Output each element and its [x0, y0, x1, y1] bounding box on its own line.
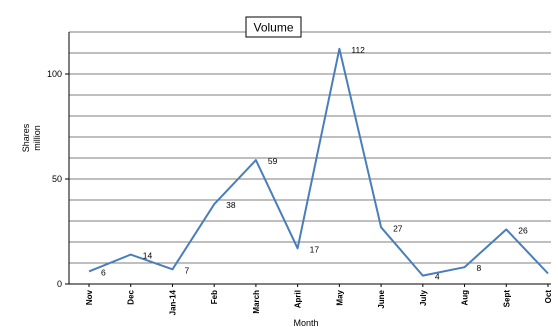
x-tick-label: March [252, 290, 261, 314]
x-tick-label: June [377, 289, 386, 308]
data-label: 59 [268, 156, 278, 166]
x-tick-label: Jan-14 [168, 289, 177, 315]
data-label: 7 [184, 265, 189, 275]
data-label: 112 [351, 45, 365, 55]
chart-title-box [245, 16, 302, 38]
chart-title: Volume [253, 21, 293, 35]
x-tick-label: May [335, 289, 344, 305]
x-tick-label: Feb [210, 290, 219, 304]
data-label: 6 [101, 267, 106, 277]
x-tick-label: Dec [127, 289, 136, 304]
data-label: 17 [310, 244, 320, 254]
y-axis-label-line2: million [32, 125, 42, 151]
grid-lines [69, 31, 551, 264]
data-label: 26 [518, 225, 528, 235]
y-tick-label: 50 [52, 174, 62, 184]
y-tick-label: 100 [47, 69, 62, 79]
x-tick-label: Aug [461, 290, 470, 306]
x-tick-label: July [419, 289, 428, 306]
data-labels: 6 14 7 38 59 17 112 27 4 8 26 [101, 45, 528, 282]
data-label: 4 [435, 272, 440, 282]
x-tick-label: Oct [544, 290, 553, 304]
x-tick-label: Nov [85, 289, 94, 305]
data-label: 27 [393, 223, 403, 233]
data-label: 8 [477, 263, 482, 273]
y-axis-ticks: 0 50 100 [47, 69, 69, 289]
series-line-volume [88, 47, 549, 277]
y-tick-label: 0 [57, 279, 62, 289]
x-tick-label: April [294, 290, 303, 308]
x-axis-label: Month [293, 318, 318, 327]
x-axis-ticks: Nov Dec Jan-14 Feb March April May June July Aug S… [85, 284, 553, 315]
data-label: 38 [226, 200, 236, 210]
y-axis-label-line1: Shares [21, 123, 31, 152]
data-label: 14 [143, 251, 153, 261]
x-tick-label: Sept [502, 290, 511, 308]
